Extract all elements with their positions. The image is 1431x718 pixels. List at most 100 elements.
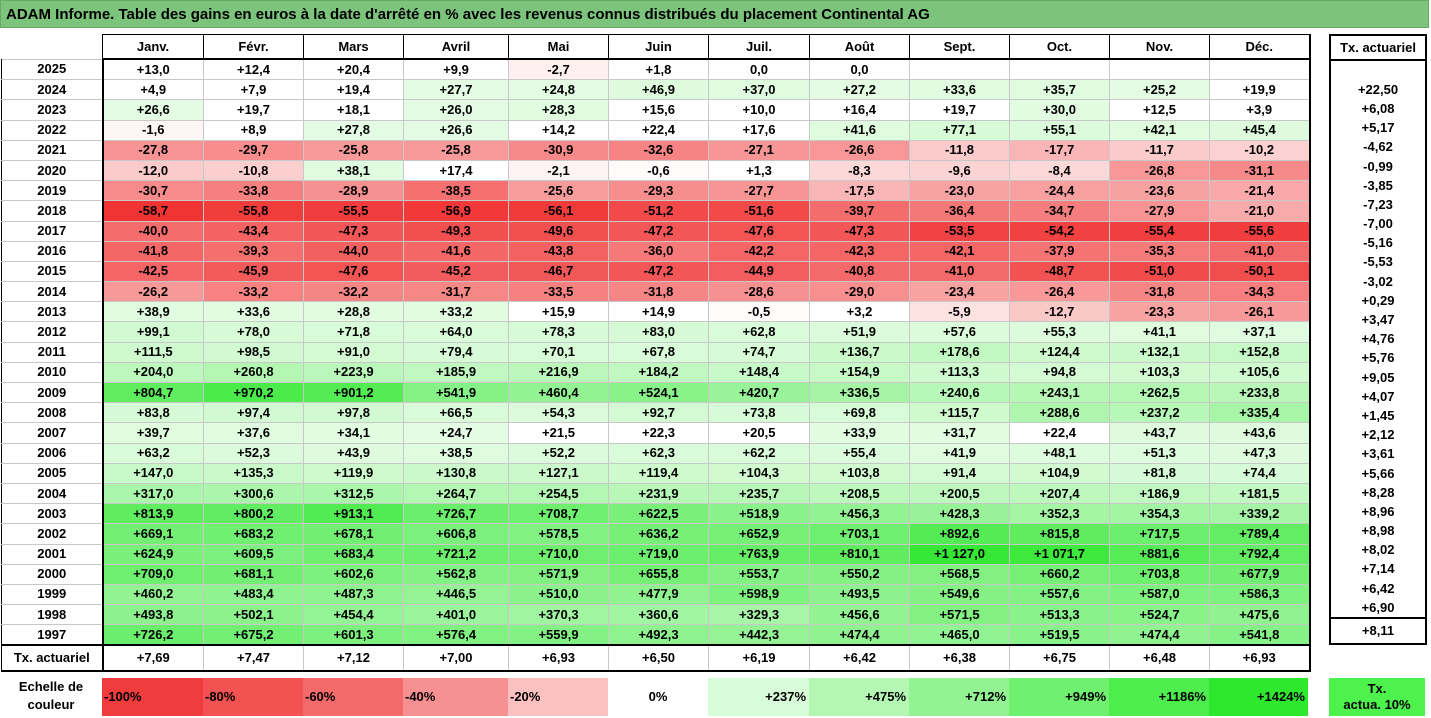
gain-cell: +147,0 bbox=[102, 462, 204, 484]
gain-cell: +456,3 bbox=[809, 503, 910, 525]
gain-cell: -29,3 bbox=[608, 180, 709, 202]
color-scale-label: Echelle de couleur bbox=[1, 678, 101, 716]
color-scale-swatch: +1424% bbox=[1209, 678, 1308, 716]
gain-cell: +91,0 bbox=[303, 341, 404, 363]
tx-value: -3,02 bbox=[1329, 272, 1427, 292]
gain-cell: +17,6 bbox=[708, 119, 810, 141]
year-label: 2011 bbox=[1, 341, 104, 363]
gain-cell: +465,0 bbox=[909, 624, 1010, 647]
gain-cell: +1 127,0 bbox=[909, 543, 1010, 565]
footer-value: +6,75 bbox=[1009, 644, 1110, 673]
gain-cell: -26,4 bbox=[1009, 281, 1110, 303]
gain-cell: +24,7 bbox=[403, 422, 509, 444]
gain-cell: +81,8 bbox=[1109, 462, 1210, 484]
gain-cell: +38,5 bbox=[403, 442, 509, 464]
gain-cell: +7,9 bbox=[203, 79, 304, 101]
year-row: 2005 +147,0 +135,3 +119,9 +130,8 +127,1 +119,4… bbox=[1, 462, 1311, 484]
gain-cell: -45,9 bbox=[203, 260, 304, 283]
gain-cell: -10,2 bbox=[1209, 139, 1311, 161]
year-row: 2025 +13,0 +12,4 +20,4 +9,9 -2,7 +1,8 0,0 0,0 bbox=[1, 58, 1311, 81]
gain-cell: +622,5 bbox=[608, 503, 709, 525]
gain-cell: -43,8 bbox=[508, 240, 609, 262]
year-label: 2024 bbox=[1, 79, 104, 101]
gain-cell bbox=[1109, 58, 1210, 81]
gain-cell: -37,9 bbox=[1009, 240, 1110, 262]
gain-cell: -24,4 bbox=[1009, 180, 1110, 202]
gain-cell: +26,6 bbox=[102, 99, 204, 121]
gain-cell: +231,9 bbox=[608, 482, 709, 505]
gain-cell: -33,2 bbox=[203, 281, 304, 303]
year-label: 2015 bbox=[1, 260, 104, 283]
color-scale-tx-line1: Tx. bbox=[1367, 681, 1387, 696]
gain-cell: +73,8 bbox=[708, 402, 810, 424]
gain-cell: +91,4 bbox=[909, 462, 1010, 484]
gain-cell: -11,7 bbox=[1109, 139, 1210, 161]
gain-cell: +115,7 bbox=[909, 402, 1010, 424]
gain-cell: +200,5 bbox=[909, 482, 1010, 505]
gain-cell: +204,0 bbox=[102, 361, 204, 384]
gain-cell: -36,0 bbox=[608, 240, 709, 262]
gain-cell: +124,4 bbox=[1009, 341, 1110, 363]
gain-cell: -34,3 bbox=[1209, 281, 1311, 303]
gain-cell: -38,5 bbox=[403, 180, 509, 202]
gain-cell: +624,9 bbox=[102, 543, 204, 565]
gain-cell: +113,3 bbox=[909, 361, 1010, 384]
gain-cell: +33,9 bbox=[809, 422, 910, 444]
gain-cell: +335,4 bbox=[1209, 402, 1311, 424]
gain-cell: -46,7 bbox=[508, 260, 609, 283]
gain-cell: +24,8 bbox=[508, 79, 609, 101]
gain-cell: +43,7 bbox=[1109, 422, 1210, 444]
gain-cell: +27,7 bbox=[403, 79, 509, 101]
gain-cell: -41,8 bbox=[102, 240, 204, 262]
gain-cell: -23,0 bbox=[909, 180, 1010, 202]
gain-cell: +12,5 bbox=[1109, 99, 1210, 121]
gain-cell: +111,5 bbox=[102, 341, 204, 363]
month-header: Déc. bbox=[1209, 34, 1311, 60]
gains-table: Janv. Févr. Mars Avril Mai Juin Juil. Ao… bbox=[1, 34, 1311, 673]
tx-footer-value: +8,11 bbox=[1329, 617, 1427, 646]
gain-cell: +119,9 bbox=[303, 462, 404, 484]
gain-cell: +446,5 bbox=[403, 583, 509, 606]
gain-cell: +22,3 bbox=[608, 422, 709, 444]
footer-value: +6,48 bbox=[1109, 644, 1210, 673]
month-header: Juin bbox=[608, 34, 709, 60]
gain-cell: -32,2 bbox=[303, 281, 404, 303]
gain-cell: -11,8 bbox=[909, 139, 1010, 161]
gain-cell: -31,1 bbox=[1209, 159, 1311, 182]
gain-cell: -17,5 bbox=[809, 180, 910, 202]
year-label: 2008 bbox=[1, 402, 104, 424]
gain-cell: +13,0 bbox=[102, 58, 204, 81]
gain-cell: -27,1 bbox=[708, 139, 810, 161]
gain-cell: +41,9 bbox=[909, 442, 1010, 464]
gain-cell: -55,5 bbox=[303, 200, 404, 222]
gain-cell: +39,7 bbox=[102, 422, 204, 444]
gain-cell: +3,2 bbox=[809, 301, 910, 323]
year-label: 2014 bbox=[1, 281, 104, 303]
year-label: 2012 bbox=[1, 321, 104, 343]
gain-cell: +105,6 bbox=[1209, 361, 1311, 384]
gain-cell: +64,0 bbox=[403, 321, 509, 343]
gain-cell: +254,5 bbox=[508, 482, 609, 505]
gain-cell: -40,8 bbox=[809, 260, 910, 283]
gain-cell: +913,1 bbox=[303, 503, 404, 525]
gain-cell: +67,8 bbox=[608, 341, 709, 363]
gain-cell: +78,0 bbox=[203, 321, 304, 343]
gain-cell: +454,4 bbox=[303, 604, 404, 626]
color-scale-swatch: -40% bbox=[403, 678, 508, 716]
gain-cell: +41,1 bbox=[1109, 321, 1210, 343]
gain-cell: -31,7 bbox=[403, 281, 509, 303]
gain-cell: +568,5 bbox=[909, 563, 1010, 585]
gain-cell: +10,0 bbox=[708, 99, 810, 121]
tx-actuariel-table: Tx. actuariel +22,50 +6,08 +5,17 -4,62 -0,99… bbox=[1329, 34, 1427, 646]
year-row: 2011 +111,5 +98,5 +91,0 +79,4 +70,1 +67,8 +74,7… bbox=[1, 341, 1311, 363]
gain-cell: +30,0 bbox=[1009, 99, 1110, 121]
gain-cell: +586,3 bbox=[1209, 583, 1311, 606]
year-row: 2024 +4,9 +7,9 +19,4 +27,7 +24,8 +46,9 +37,0 +27… bbox=[1, 79, 1311, 101]
year-row: 2003 +813,9 +800,2 +913,1 +726,7 +708,7 +622,5… bbox=[1, 503, 1311, 525]
tx-value: -7,23 bbox=[1329, 195, 1427, 215]
gain-cell: +813,9 bbox=[102, 503, 204, 525]
tx-value: +3,47 bbox=[1329, 310, 1427, 330]
gain-cell: +71,8 bbox=[303, 321, 404, 343]
color-scale-tx-line2: actua. 10% bbox=[1343, 697, 1411, 712]
gain-cell: +576,4 bbox=[403, 624, 509, 647]
